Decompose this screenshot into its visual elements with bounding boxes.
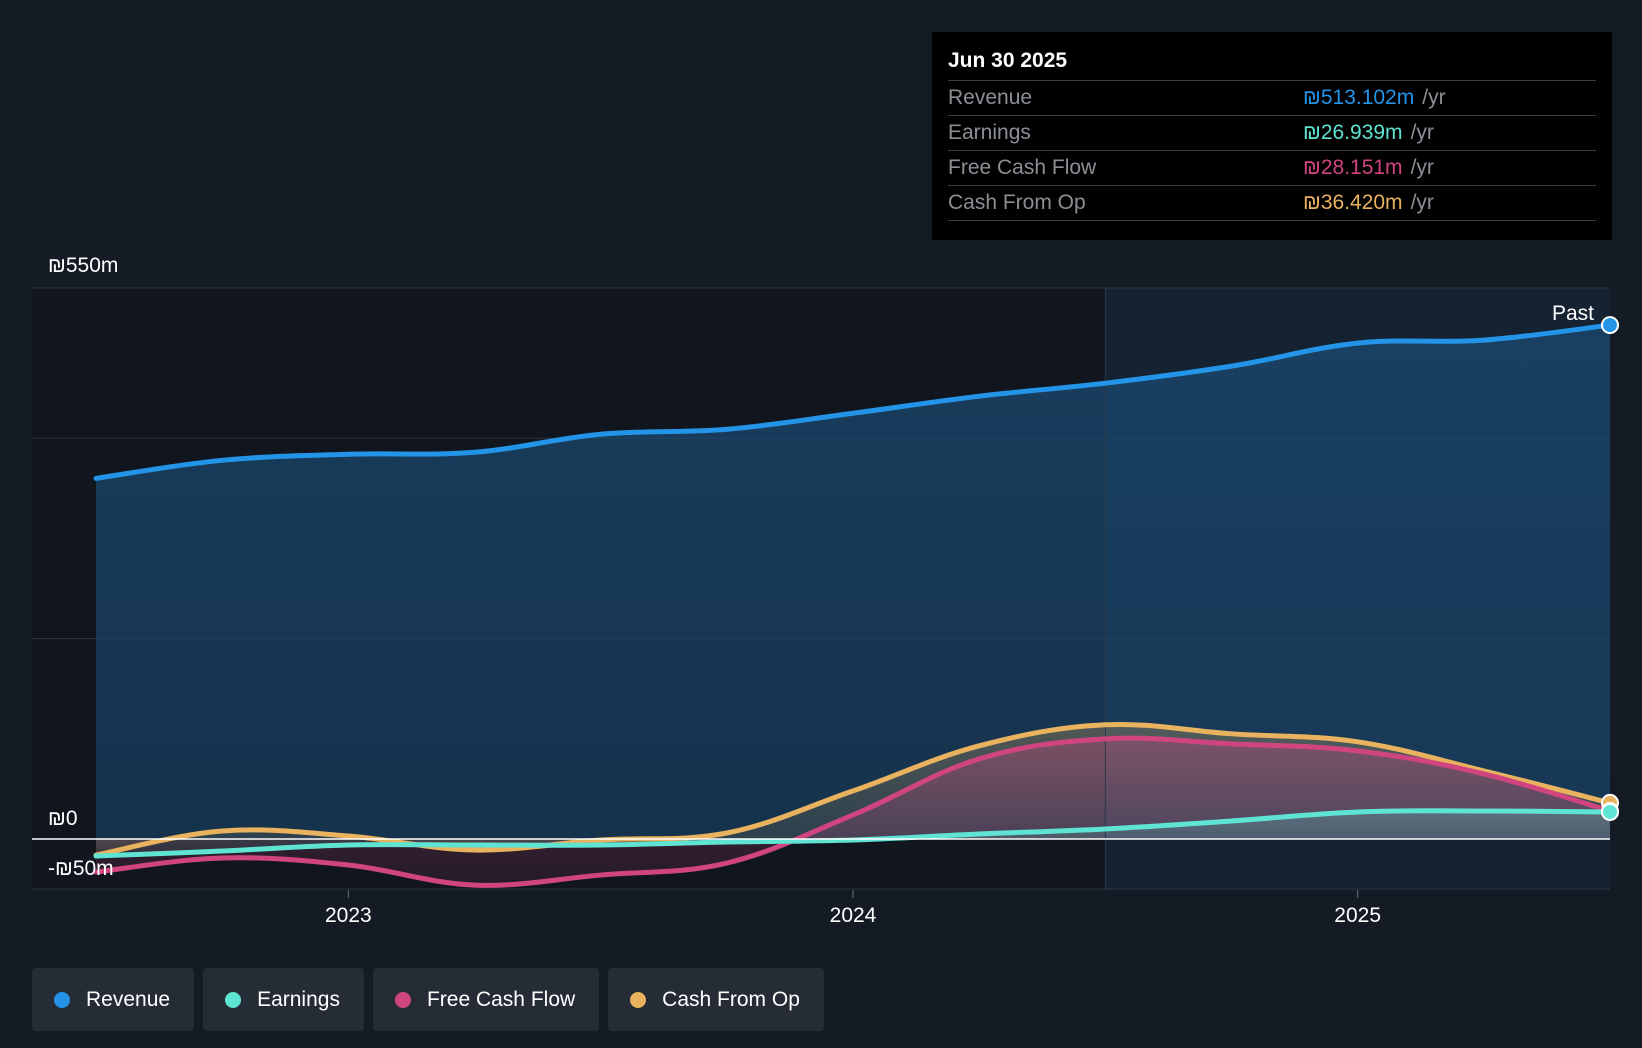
x-axis: 2023 2024 2025 bbox=[325, 890, 1381, 927]
series-end-markers[interactable] bbox=[1601, 316, 1619, 821]
cash-from-op-dot-icon bbox=[630, 991, 647, 1008]
free-cash-flow-dot-icon bbox=[394, 991, 411, 1008]
tooltip-unit: /yr bbox=[1422, 86, 1446, 109]
tooltip-unit: /yr bbox=[1410, 191, 1434, 214]
tooltip-row-earnings: Earnings ₪26.939m /yr bbox=[948, 116, 1596, 151]
y-tick-label: ₪0 bbox=[48, 807, 78, 830]
tooltip-unit: /yr bbox=[1410, 156, 1434, 179]
y-tick-label: ₪550m bbox=[48, 254, 118, 277]
legend-item-earnings[interactable]: Earnings bbox=[203, 968, 364, 1031]
tooltip-row-free-cash-flow: Free Cash Flow ₪28.151m /yr bbox=[948, 151, 1596, 186]
revenue-dot-icon bbox=[54, 991, 70, 1008]
x-tick-label: 2023 bbox=[325, 904, 372, 927]
earnings-line bbox=[93, 808, 1613, 859]
revenue-line bbox=[93, 322, 1613, 481]
free-cash-flow-line bbox=[93, 735, 1613, 888]
legend-label: Cash From Op bbox=[662, 987, 800, 1011]
earnings-end-point bbox=[1601, 802, 1619, 821]
revenue-end-point bbox=[1601, 316, 1619, 335]
legend: Revenue Earnings Free Cash Flow Cash Fro… bbox=[32, 968, 824, 1031]
tooltip-label: Free Cash Flow bbox=[948, 156, 1097, 179]
legend-label: Revenue bbox=[86, 987, 171, 1011]
past-label: Past bbox=[1552, 302, 1594, 325]
cash-from-op-line bbox=[93, 721, 1613, 858]
tooltip-label: Earnings bbox=[948, 121, 1031, 144]
tooltip-row-revenue: Revenue ₪513.102m /yr bbox=[948, 81, 1596, 116]
tooltip-row-cash-from-op: Cash From Op ₪36.420m /yr bbox=[948, 186, 1596, 221]
tooltip-label: Revenue bbox=[948, 86, 1033, 109]
legend-item-revenue[interactable]: Revenue bbox=[32, 968, 195, 1031]
tooltip-value: ₪513.102m bbox=[1303, 86, 1415, 109]
tooltip-value: ₪28.151m bbox=[1303, 156, 1403, 179]
x-tick-label: 2024 bbox=[830, 904, 877, 927]
tooltip-value: ₪26.939m bbox=[1303, 121, 1403, 144]
tooltip-value: ₪36.420m bbox=[1303, 191, 1403, 214]
tooltip-unit: /yr bbox=[1410, 121, 1434, 144]
earnings-dot-icon bbox=[225, 991, 242, 1008]
legend-item-free-cash-flow[interactable]: Free Cash Flow bbox=[372, 968, 600, 1031]
legend-item-cash-from-op[interactable]: Cash From Op bbox=[608, 968, 824, 1031]
y-tick-label: -₪50m bbox=[48, 857, 114, 880]
tooltip-date: Jun 30 2025 bbox=[948, 46, 1596, 81]
legend-label: Free Cash Flow bbox=[426, 987, 576, 1011]
series-lines bbox=[93, 322, 1613, 888]
tooltip-label: Cash From Op bbox=[948, 191, 1086, 214]
tooltip: Jun 30 2025 Revenue ₪513.102m /yr Earnin… bbox=[932, 32, 1612, 240]
x-tick-label: 2025 bbox=[1334, 904, 1381, 927]
y-axis-labels: ₪550m ₪0 -₪50m bbox=[48, 254, 118, 880]
legend-label: Earnings bbox=[257, 987, 340, 1011]
